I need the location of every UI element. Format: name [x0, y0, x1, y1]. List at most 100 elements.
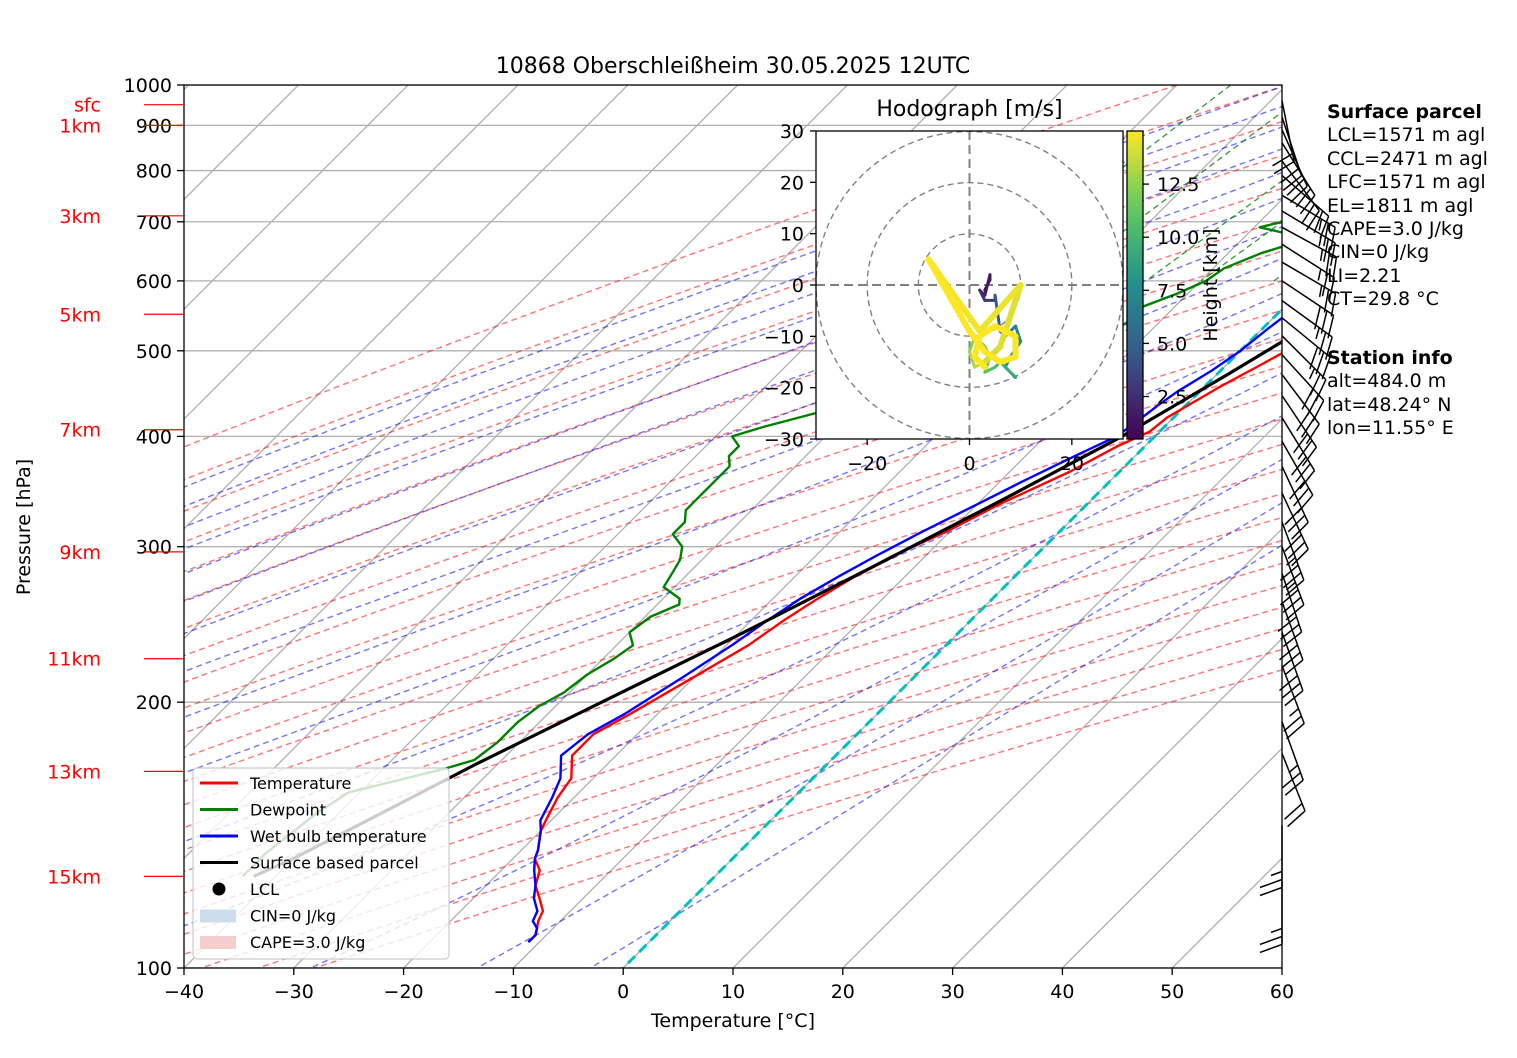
legend-label: Wet bulb temperature — [250, 827, 427, 846]
hodograph-y-tick-label: −30 — [764, 429, 804, 451]
barb-full — [1286, 481, 1309, 499]
colorbar-tick-label: 10.0 — [1157, 227, 1199, 249]
height-label: 9km — [59, 542, 101, 564]
x-tick-label: 50 — [1160, 981, 1184, 1003]
station-info-heading: Station info — [1327, 347, 1454, 370]
ct-value: CT=29.8 °C — [1327, 288, 1488, 311]
li-value: LI=2.21 — [1327, 265, 1488, 288]
hodograph-y-tick-label: −10 — [764, 326, 804, 348]
barb-full — [1285, 542, 1308, 559]
height-label: 5km — [59, 304, 101, 326]
barb-full — [1260, 944, 1282, 952]
x-tick-label: −40 — [164, 981, 204, 1003]
height-label: 3km — [59, 206, 101, 228]
height-label: 13km — [47, 761, 101, 783]
barb-half — [1271, 928, 1282, 932]
hodograph-title: Hodograph [m/s] — [876, 97, 1062, 122]
surface-parcel-heading: Surface parcel — [1327, 101, 1488, 124]
legend-label: CAPE=3.0 J/kg — [250, 933, 365, 952]
colorbar-tick-label: 2.5 — [1157, 387, 1187, 409]
y-tick-label: 100 — [136, 958, 172, 980]
x-tick-label: 20 — [831, 981, 855, 1003]
hodograph-y-tick-label: 20 — [780, 172, 804, 194]
wind-barb — [1263, 418, 1318, 489]
legend-swatch — [200, 936, 236, 949]
el-value: EL=1811 m agl — [1327, 195, 1488, 218]
barb-full — [1285, 811, 1308, 827]
barb-full — [1321, 315, 1340, 338]
hodograph-x-tick-label: 0 — [963, 453, 975, 475]
lcl-value: LCL=1571 m agl — [1327, 124, 1488, 147]
x-tick-label: 40 — [1050, 981, 1074, 1003]
x-tick-label: 60 — [1270, 981, 1294, 1003]
height-label: 1km — [59, 115, 101, 137]
hodograph-y-tick-label: 10 — [780, 224, 804, 246]
hodograph-y-tick-label: 0 — [792, 275, 804, 297]
colorbar-tick-label: 5.0 — [1157, 333, 1187, 355]
wind-barb — [1260, 882, 1282, 952]
legend-label: Dewpoint — [250, 801, 326, 820]
height-label: 15km — [47, 866, 101, 888]
longitude-value: lon=11.55° E — [1327, 417, 1454, 440]
barb-staff — [1282, 632, 1303, 690]
barb-staff — [1282, 281, 1334, 315]
height-label: sfc — [74, 95, 101, 117]
cape-value: CAPE=3.0 J/kg — [1327, 218, 1488, 241]
y-tick-label: 600 — [136, 271, 172, 293]
y-axis-label: Pressure [hPa] — [13, 459, 35, 595]
x-axis-label: Temperature [°C] — [650, 1010, 815, 1032]
legend-label: CIN=0 J/kg — [250, 907, 336, 926]
ccl-value: CCL=2471 m agl — [1327, 148, 1488, 171]
barb-staff — [1282, 722, 1303, 780]
legend: Temperature Dewpoint Wet bulb temperature S… — [193, 768, 449, 959]
hodograph-x-tick-label: −20 — [847, 453, 887, 475]
barb-full — [1260, 880, 1282, 888]
barb-full — [1260, 888, 1282, 896]
legend-label: Temperature — [249, 774, 351, 793]
barb-staff — [1282, 375, 1319, 425]
y-tick-label: 300 — [136, 537, 172, 559]
y-tick-label: 800 — [136, 161, 172, 183]
y-tick-label: 500 — [136, 341, 172, 363]
x-tick-label: −10 — [493, 981, 533, 1003]
y-tick-label: 1000 — [124, 75, 172, 97]
x-tick-label: −30 — [274, 981, 314, 1003]
y-tick-label: 200 — [136, 692, 172, 714]
barb-half — [1271, 872, 1282, 876]
barb-staff — [1282, 602, 1303, 660]
barb-full — [1280, 773, 1303, 788]
barb-full — [1288, 549, 1311, 566]
y-tick-label: 900 — [136, 115, 172, 137]
colorbar-tick-label: 12.5 — [1157, 174, 1199, 196]
barb-staff — [1282, 355, 1324, 401]
hodograph-x-tick-label: 20 — [1060, 453, 1084, 475]
lfc-value: LFC=1571 m agl — [1327, 171, 1488, 194]
barb-full — [1307, 401, 1329, 422]
chart-title: 10868 Oberschleißheim 30.05.2025 12UTC — [496, 54, 971, 79]
legend-swatch — [200, 910, 236, 923]
colorbar-label: Height [km] — [1200, 228, 1222, 341]
barb-full — [1282, 804, 1305, 820]
x-tick-label: 30 — [941, 981, 965, 1003]
cin-value: CIN=0 J/kg — [1327, 241, 1488, 264]
wind-barb — [1268, 318, 1336, 379]
legend-label: Surface based parcel — [250, 854, 419, 873]
wind-barb — [1262, 753, 1308, 826]
legend-swatch — [213, 883, 226, 896]
station-info-panel: Station info alt=484.0 m lat=48.24° N lo… — [1327, 347, 1454, 441]
colorbar-tick-label: 7.5 — [1157, 280, 1187, 302]
legend-label: LCL — [250, 880, 279, 899]
x-tick-label: 0 — [617, 981, 629, 1003]
hodograph-y-tick-label: −20 — [764, 378, 804, 400]
barb-staff — [1282, 336, 1326, 380]
barb-full — [1260, 936, 1282, 944]
barb-staff — [1282, 573, 1302, 632]
latitude-value: lat=48.24° N — [1327, 394, 1454, 417]
barb-staff — [1282, 441, 1313, 495]
wind-barb — [1260, 826, 1282, 896]
hodograph-y-tick-label: 30 — [780, 121, 804, 143]
altitude-value: alt=484.0 m — [1327, 370, 1454, 393]
y-tick-label: 700 — [136, 212, 172, 234]
